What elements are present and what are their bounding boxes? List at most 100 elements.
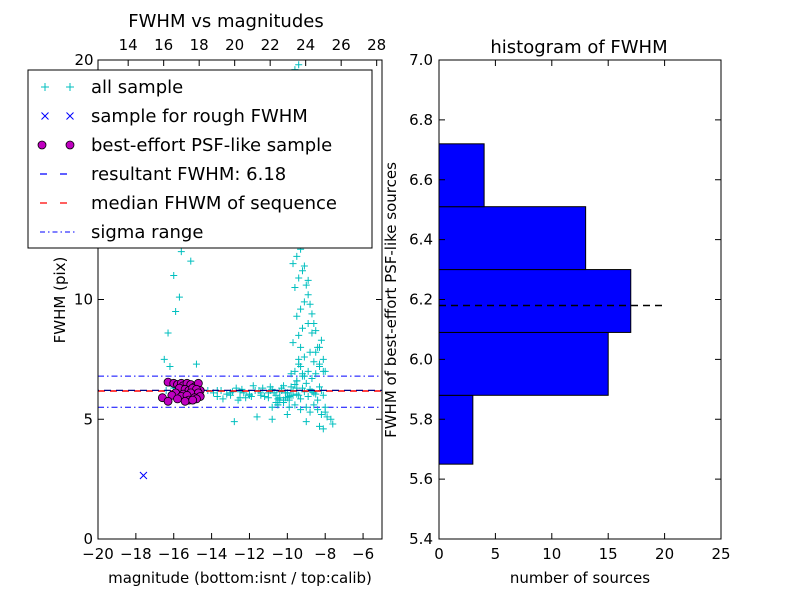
all-sample-point [321,408,329,416]
all-sample-point [308,310,316,318]
all-sample-point [300,262,308,270]
psf-sample-point [163,396,173,406]
histogram-plot-area [438,143,665,465]
all-sample-point [287,370,295,378]
legend-marker-plus [41,83,49,91]
all-sample-point [257,391,265,399]
all-sample-point [297,363,305,371]
all-sample-point [287,391,295,399]
all-sample-point [308,375,316,383]
all-sample-point [166,363,174,371]
legend-entry: median FHWM of sequence [40,193,337,214]
all-sample-point [238,385,246,393]
all-sample-point [300,372,308,380]
all-sample-point [187,257,195,265]
x-tick-label: −20 [82,545,114,563]
all-sample-point [306,408,314,416]
all-sample-point [293,312,301,320]
all-sample-point [308,329,316,337]
all-sample-point [287,383,295,391]
all-sample-point [219,395,227,403]
all-sample-point [291,284,299,292]
all-sample-point [293,390,301,398]
top-tick-label: 18 [190,36,209,54]
all-sample-point [327,415,335,423]
histogram-ylabel: FWHM of best-effort PSF-like sources [382,162,400,438]
legend-label: sigma range [91,222,203,243]
hist-y-tick-label: 7.0 [409,51,433,69]
x-tick-label: −6 [352,545,374,563]
histogram-bar [438,143,485,208]
all-sample-point [302,418,310,426]
rough-sample-point [139,471,148,480]
legend-label: resultant FWHM: 6.18 [91,164,286,185]
all-sample-point [317,336,325,344]
y-tick-label: 10 [74,291,93,309]
hist-y-tick-label: 6.6 [409,171,433,189]
top-axis-max-label: 20 [74,51,93,69]
hist-x-tick-label: 25 [711,545,730,563]
scatter-frame [97,59,383,540]
all-sample-point [316,383,324,391]
legend-box [27,69,373,249]
all-sample-point [316,343,324,351]
scatter-xlabel: magnitude (bottom:isnt / top:calib) [108,569,372,587]
all-sample-point [295,274,303,282]
all-sample-point [317,410,325,418]
all-sample-point [304,276,312,284]
all-sample-point [310,401,318,409]
hist-y-tick-label: 5.8 [409,410,433,428]
legend-marker-cross [66,112,74,120]
hist-y-tick-label: 5.4 [409,530,433,548]
all-sample-point [264,394,272,402]
all-sample-point [291,367,299,375]
all-sample-point [297,305,305,313]
all-sample-point [160,355,168,363]
legend-marker-cross [41,112,49,120]
histogram-axes: histogram of FWHM 0 5 10 15 20 25 5.4 5.6 5.8 6.0… [382,37,731,587]
hist-x-tick-label: 5 [491,545,501,563]
all-sample-point [268,415,276,423]
hist-y-tick-label: 6.2 [409,291,433,309]
x-tick-label: −12 [234,545,266,563]
all-sample-point [304,291,312,299]
all-sample-point [230,418,238,426]
all-sample-point [297,343,305,351]
hist-x-tick-label: 0 [434,545,444,563]
legend-marker-circle [37,140,47,150]
all-sample-point [316,422,324,430]
all-sample-point [302,379,310,387]
legend-label: all sample [91,77,183,98]
all-sample-point [298,267,306,275]
top-tick-label: 28 [367,36,386,54]
all-sample-point [310,319,318,327]
scatter-axes: FWHM vs magnitudes −20 −18 −16 −14 −12 −10 −8−… [27,11,386,587]
hist-y-tick-label: 6.0 [409,350,433,368]
all-sample-point [304,392,312,400]
all-sample-point [302,281,310,289]
histogram-bar [438,394,474,465]
all-sample-point [319,425,327,433]
all-sample-point [234,396,242,404]
all-sample-point [172,307,180,315]
all-sample-point [312,370,320,378]
top-tick-label: 22 [261,36,280,54]
x-tick-label: −14 [196,545,228,563]
legend-entry: best-effort PSF-like sample [37,135,332,156]
hist-x-tick-label: 15 [599,545,618,563]
all-sample-point [274,401,282,409]
all-sample-point [297,395,305,403]
histogram-ticks: 0 5 10 15 20 25 5.4 5.6 5.8 6.0 6.2 6.4 6.6 6.8 7.0 [409,51,730,563]
all-sample-point [261,392,269,400]
psf-sample-point [173,394,182,404]
scatter-ticks: −20 −18 −16 −14 −12 −10 −8 −6 0 5 10 14 16 18 20 22 24 26… [74,36,386,563]
all-sample-point [298,324,306,332]
all-sample-point [310,358,318,366]
all-sample-point [323,413,331,421]
all-sample-point [289,260,297,268]
all-sample-point [291,381,299,389]
all-sample-point [295,331,303,339]
legend-label: median FHWM of sequence [91,193,337,214]
all-sample-point [249,382,257,390]
